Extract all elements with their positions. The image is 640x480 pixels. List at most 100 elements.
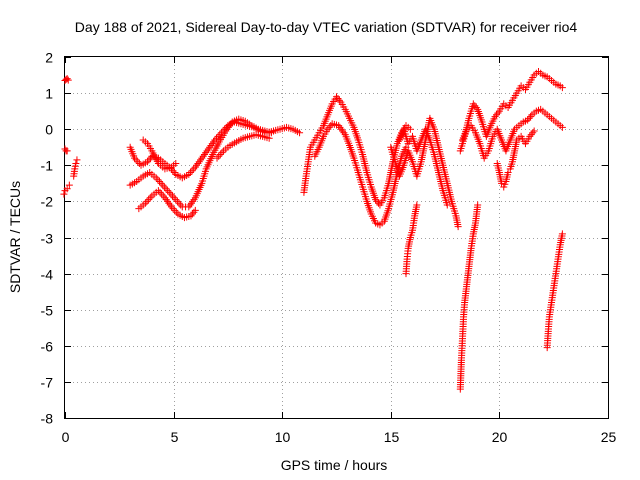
data-point (167, 190, 175, 198)
data-point (170, 194, 178, 202)
data-point (491, 113, 499, 121)
data-point (527, 113, 535, 121)
data-point (191, 163, 199, 171)
data-point (339, 127, 347, 135)
data-point (158, 190, 166, 198)
data-point (160, 183, 168, 191)
data-point (472, 104, 480, 112)
data-point (65, 181, 73, 189)
data-points (60, 67, 566, 393)
data-point (177, 201, 185, 209)
y-tick-label: 1 (45, 86, 53, 102)
series-midday-cluster-2 (395, 125, 451, 209)
data-point (530, 127, 538, 135)
data-point (169, 192, 177, 200)
series-middle-arc (126, 115, 275, 211)
series-seg-a (61, 75, 72, 84)
x-tick-label: 15 (384, 429, 400, 445)
data-point (222, 127, 230, 135)
y-tick-label: -5 (41, 303, 54, 319)
data-point (493, 111, 501, 119)
series-drop-22h (543, 230, 566, 352)
data-point (145, 196, 153, 204)
data-point (194, 159, 202, 167)
data-point (161, 194, 169, 202)
x-tick-label: 20 (492, 429, 508, 445)
data-point (157, 179, 165, 187)
data-point (195, 158, 203, 166)
y-tick-label: 0 (45, 122, 53, 138)
data-point (474, 201, 482, 209)
data-point (131, 154, 139, 162)
data-point (198, 154, 206, 162)
data-point (156, 188, 164, 196)
data-point (324, 125, 332, 133)
data-point (185, 203, 193, 211)
series-drop-18h (456, 201, 482, 393)
series-seg-d (70, 156, 81, 180)
y-tick-label: -6 (41, 339, 54, 355)
data-point (190, 196, 198, 204)
x-tick-label: 5 (171, 429, 179, 445)
y-tick-label: -2 (41, 194, 54, 210)
data-point (216, 150, 224, 158)
data-point (152, 174, 160, 182)
y-tick-label: -1 (41, 158, 54, 174)
data-point (454, 223, 462, 231)
data-point (498, 179, 506, 187)
data-point (199, 152, 207, 160)
data-point (154, 176, 162, 184)
data-point (529, 129, 537, 137)
series-evening-upper (456, 67, 566, 155)
data-point (186, 201, 194, 209)
data-point (164, 187, 172, 195)
data-point (173, 197, 181, 205)
series-midday-cluster (387, 114, 462, 231)
data-point (327, 122, 335, 130)
x-tick-label: 10 (275, 429, 291, 445)
data-point (165, 188, 173, 196)
data-point (325, 123, 333, 131)
data-point (155, 178, 163, 186)
data-point (135, 159, 143, 167)
series-post-7h-band (213, 131, 273, 162)
y-tick-label: -7 (41, 375, 54, 391)
data-point (336, 123, 344, 131)
data-point (63, 185, 71, 193)
data-point (337, 125, 345, 133)
data-point (167, 203, 175, 211)
data-point (162, 185, 170, 193)
data-point (526, 132, 534, 140)
data-point (202, 149, 210, 157)
data-point (333, 93, 340, 101)
data-point (190, 165, 198, 173)
data-point (207, 141, 215, 149)
data-point (172, 208, 180, 216)
grid (65, 57, 608, 418)
data-point (190, 208, 198, 216)
data-point (197, 156, 205, 164)
data-point (164, 197, 172, 205)
data-point (206, 143, 214, 151)
data-point (334, 95, 342, 103)
data-point (296, 129, 304, 137)
data-point (187, 212, 195, 220)
series-morning-rise (300, 93, 414, 209)
data-point (162, 196, 170, 204)
data-point (171, 206, 179, 214)
data-point (166, 201, 174, 209)
data-point (159, 181, 167, 189)
data-point (406, 125, 414, 133)
x-tick-label: 25 (601, 429, 617, 445)
data-point (191, 206, 199, 214)
data-point (213, 154, 221, 162)
data-point (374, 199, 382, 207)
data-point (226, 122, 234, 130)
data-point (172, 196, 180, 204)
data-point (154, 187, 162, 195)
data-point (63, 147, 71, 155)
x-tick-label: 0 (62, 429, 70, 445)
series-evening-dip (493, 127, 538, 191)
data-point (200, 150, 208, 158)
